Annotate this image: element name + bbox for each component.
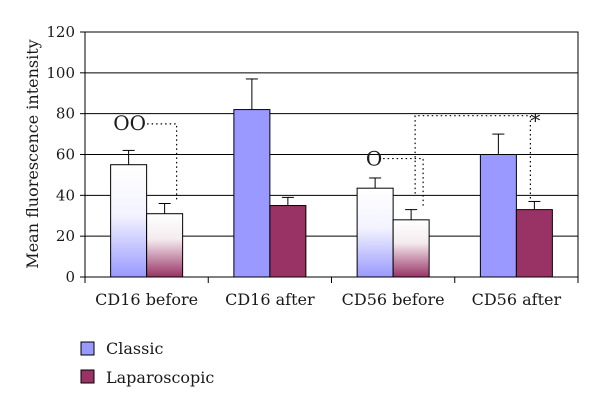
x-tick-label: CD56 before [342, 290, 445, 309]
legend-swatch-classic [80, 341, 95, 356]
legend-swatch-laparoscopic [80, 369, 95, 384]
significance-bracket [142, 123, 178, 202]
significance-bracket [383, 157, 424, 208]
bars [110, 109, 553, 278]
y-tick-label: 80 [56, 105, 75, 123]
y-tick-label: 0 [65, 268, 75, 286]
significance-annotations: OOO* [113, 109, 540, 208]
bar-classic-0 [110, 164, 148, 278]
bar-laparoscopic-3 [515, 209, 553, 278]
legend-label-classic: Classic [106, 339, 163, 358]
y-tick-label: 120 [46, 23, 75, 41]
error-bars [122, 78, 541, 220]
significance-symbol: OO [113, 111, 146, 135]
axes: 0 20 40 60 80 100 120 CD16 before CD16 after CD56… [46, 23, 579, 309]
significance-symbol: O [366, 147, 382, 171]
y-tick-label: 100 [46, 64, 75, 82]
x-tick-label: CD16 before [95, 290, 198, 309]
significance-symbol: * [530, 109, 540, 133]
bar-classic-2 [356, 187, 394, 278]
x-tick-label: CD56 after [472, 290, 562, 309]
y-axis-label: Mean fluorescence intensity [23, 39, 42, 268]
bar-classic-3 [479, 154, 517, 278]
bar-laparoscopic-1 [269, 205, 307, 278]
legend-label-laparoscopic: Laparoscopic [106, 368, 214, 387]
bar-laparoscopic-0 [146, 213, 184, 278]
y-tick-label: 60 [56, 146, 75, 164]
bar-laparoscopic-2 [392, 219, 430, 278]
y-tick-label: 20 [56, 227, 75, 245]
significance-bracket [414, 115, 531, 200]
bar-classic-1 [233, 109, 271, 278]
legend: Classic Laparoscopic [80, 339, 214, 387]
x-tick-label: CD16 after [225, 290, 315, 309]
y-tick-label: 40 [56, 186, 75, 204]
